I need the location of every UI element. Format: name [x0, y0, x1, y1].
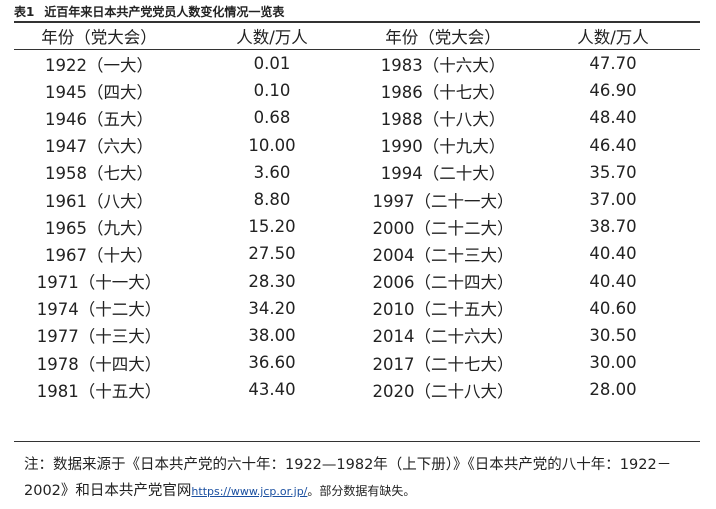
table-body: 1922（一大） 0.01 1983（十六大） 47.70 1945（四大） 0.10 19…	[14, 50, 700, 403]
cell-count-right: 37.00	[589, 190, 637, 210]
cell-count-right: 47.70	[589, 54, 637, 74]
table-row: 1945（四大） 0.10 1986（十七大） 46.90	[14, 77, 700, 104]
cell-count-right: 38.70	[589, 217, 637, 237]
note-tail: 。部分数据有缺失。	[307, 484, 416, 498]
cell-year-left: 1958（七大）	[45, 164, 153, 184]
cell-count-right: 46.40	[589, 135, 637, 155]
cell-count-left: 0.01	[253, 54, 291, 74]
cell-year-right: 1983（十六大）	[380, 55, 506, 75]
cell-count-left: 27.50	[248, 244, 296, 264]
cell-count-right: 40.40	[589, 244, 637, 264]
cell-year-left: 1961（八大）	[45, 191, 153, 211]
cell-count-left: 43.40	[248, 380, 296, 400]
membership-table: 年份（党大会） 人数/万人 年份（党大会） 人数/万人 1922（一大） 0.01…	[14, 22, 700, 403]
cell-count-left: 0.68	[253, 108, 291, 128]
cell-year-left: 1967（十大）	[45, 245, 153, 265]
cell-year-left: 1971（十一大）	[36, 273, 162, 293]
cell-year-right: 2000（二十二大）	[372, 218, 514, 238]
table-row: 1958（七大） 3.60 1994（二十大） 35.70	[14, 159, 700, 186]
table-row: 1978（十四大） 36.60 2017（二十七大） 30.00	[14, 349, 700, 376]
cell-year-left: 1945（四大）	[45, 82, 153, 102]
cell-year-right: 1988（十八大）	[380, 109, 506, 129]
cell-count-left: 34.20	[248, 298, 296, 318]
table-row: 1961（八大） 8.80 1997（二十一大） 37.00	[14, 186, 700, 213]
cell-count-right: 46.90	[589, 81, 637, 101]
table-row: 1974（十二大） 34.20 2010（二十五大） 40.60	[14, 295, 700, 322]
cell-count-right: 40.40	[589, 271, 637, 291]
cell-year-right: 1994（二十大）	[380, 164, 506, 184]
table-row: 1946（五大） 0.68 1988（十八大） 48.40	[14, 104, 700, 131]
cell-count-left: 38.00	[248, 325, 296, 345]
cell-count-right: 35.70	[589, 162, 637, 182]
cell-count-left: 3.60	[253, 162, 291, 182]
cell-count-left: 8.80	[253, 190, 291, 210]
header-count-left: 人数/万人	[236, 28, 308, 47]
cell-year-right: 1986（十七大）	[380, 82, 506, 102]
cell-year-right: 1997（二十一大）	[372, 191, 514, 211]
cell-year-left: 1977（十三大）	[36, 327, 162, 347]
cell-count-right: 30.00	[589, 353, 637, 373]
cell-count-right: 48.40	[589, 108, 637, 128]
cell-year-right: 2006（二十四大）	[372, 273, 514, 293]
cell-year-left: 1947（六大）	[45, 137, 153, 157]
table-row: 1967（十大） 27.50 2004（二十三大） 40.40	[14, 240, 700, 267]
table-caption: 表1 近百年来日本共产党党员人数变化情况一览表	[14, 3, 284, 20]
header-count-right: 人数/万人	[577, 28, 649, 47]
note-text: 注：数据来源于《日本共产党的六十年：1922—1982年（上下册）》《日本共产党…	[24, 457, 672, 499]
cell-year-left: 1922（一大）	[45, 55, 153, 75]
table-note: 注：数据来源于《日本共产党的六十年：1922—1982年（上下册）》《日本共产党…	[24, 452, 708, 505]
cell-year-right: 2010（二十五大）	[372, 300, 514, 320]
cell-count-left: 28.30	[248, 271, 296, 291]
top-rule	[14, 21, 700, 23]
bottom-rule	[14, 441, 700, 442]
source-link[interactable]: https://www.jcp.or.jp/	[191, 485, 308, 498]
cell-year-right: 2020（二十八大）	[372, 381, 514, 401]
table-row: 1965（九大） 15.20 2000（二十二大） 38.70	[14, 213, 700, 240]
table-number: 表1	[14, 5, 35, 19]
header-year-right: 年份（党大会）	[385, 28, 501, 47]
table-row: 1977（十三大） 38.00 2014（二十六大） 30.50	[14, 322, 700, 349]
cell-count-right: 28.00	[589, 380, 637, 400]
cell-year-right: 1990（十九大）	[380, 137, 506, 157]
table-title: 近百年来日本共产党党员人数变化情况一览表	[44, 5, 285, 19]
cell-year-left: 1974（十二大）	[36, 300, 162, 320]
header-row: 年份（党大会） 人数/万人 年份（党大会） 人数/万人	[14, 22, 700, 50]
cell-count-left: 36.60	[248, 353, 296, 373]
cell-year-left: 1981（十五大）	[36, 381, 162, 401]
cell-year-left: 1965（九大）	[45, 218, 153, 238]
table-row: 1981（十五大） 43.40 2020（二十八大） 28.00	[14, 376, 700, 403]
cell-year-right: 2014（二十六大）	[372, 327, 514, 347]
table-row: 1922（一大） 0.01 1983（十六大） 47.70	[14, 50, 700, 77]
table-row: 1947（六大） 10.00 1990（十九大） 46.40	[14, 132, 700, 159]
header-year-left: 年份（党大会）	[41, 28, 157, 47]
cell-year-right: 2017（二十七大）	[372, 354, 514, 374]
cell-year-left: 1978（十四大）	[36, 354, 162, 374]
cell-year-left: 1946（五大）	[45, 109, 153, 129]
cell-year-right: 2004（二十三大）	[372, 245, 514, 265]
table-row: 1971（十一大） 28.30 2006（二十四大） 40.40	[14, 268, 700, 295]
cell-count-right: 40.60	[589, 298, 637, 318]
cell-count-right: 30.50	[589, 325, 637, 345]
cell-count-left: 15.20	[248, 217, 296, 237]
header-rule	[14, 49, 700, 50]
cell-count-left: 10.00	[248, 135, 296, 155]
cell-count-left: 0.10	[253, 81, 291, 101]
